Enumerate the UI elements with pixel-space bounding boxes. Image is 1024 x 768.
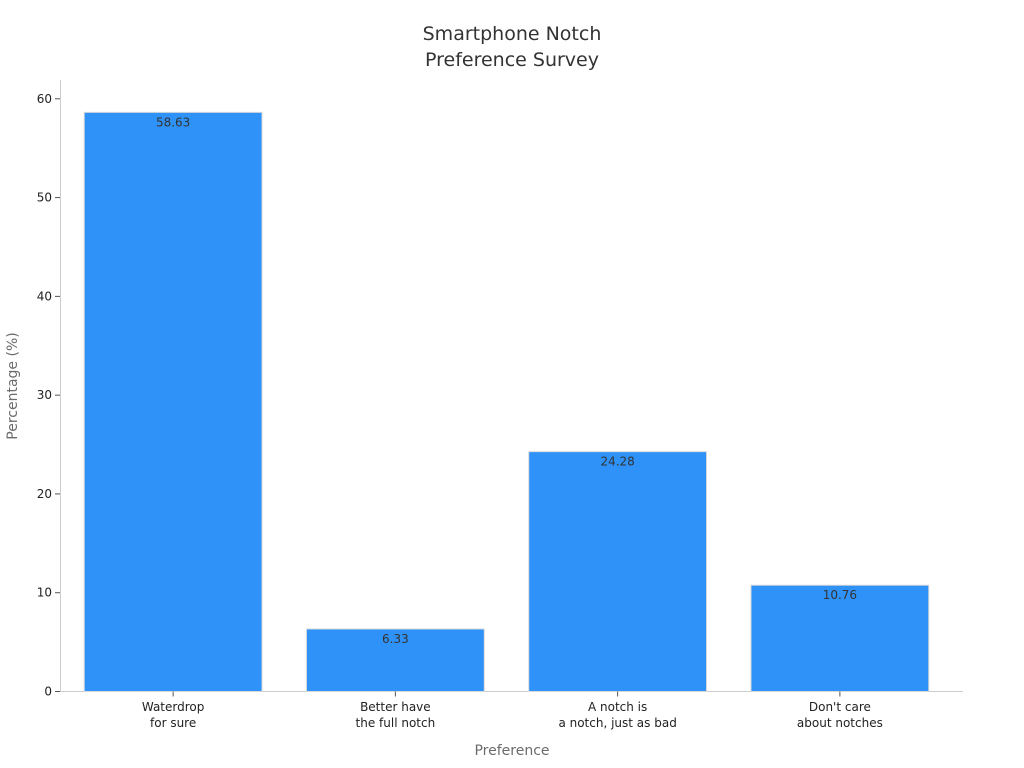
data-label: 24.28 (600, 455, 634, 469)
x-tick-label: a notch, just as bad (558, 716, 676, 730)
x-tick-label: Waterdrop (142, 700, 205, 714)
x-tick-label: Don't care (809, 700, 871, 714)
x-axis-ticks: Waterdrop for sure Better have the full not… (142, 691, 883, 730)
chart-title-line-1: Smartphone Notch (423, 23, 602, 45)
bars (83, 111, 930, 693)
y-tick-label: 30 (37, 388, 52, 402)
bar (528, 451, 708, 692)
x-tick-label: for sure (150, 716, 196, 730)
x-tick-label: Better have (360, 700, 431, 714)
y-tick-label: 10 (37, 586, 52, 600)
y-tick-label: 40 (37, 289, 52, 303)
bar (83, 111, 263, 693)
y-tick-label: 0 (44, 685, 52, 699)
x-axis-title: Preference (474, 743, 549, 759)
x-tick-label: A notch is (588, 700, 647, 714)
chart-title: Smartphone Notch Preference Survey (423, 23, 602, 71)
data-label: 58.63 (156, 115, 190, 129)
chart-title-line-2: Preference Survey (425, 49, 599, 71)
y-tick-label: 50 (37, 191, 52, 205)
y-axis-title: Percentage (%) (5, 332, 21, 439)
x-tick-label: the full notch (356, 716, 436, 730)
data-label: 10.76 (823, 588, 857, 602)
y-axis-ticks: 0 10 20 30 40 50 60 (37, 92, 60, 699)
y-tick-label: 20 (37, 487, 52, 501)
x-tick-label: about notches (797, 716, 883, 730)
bar (305, 628, 485, 692)
data-label: 6.33 (382, 632, 409, 646)
y-tick-label: 60 (37, 92, 52, 106)
data-labels: 58.63 6.33 24.28 10.76 (156, 115, 857, 646)
